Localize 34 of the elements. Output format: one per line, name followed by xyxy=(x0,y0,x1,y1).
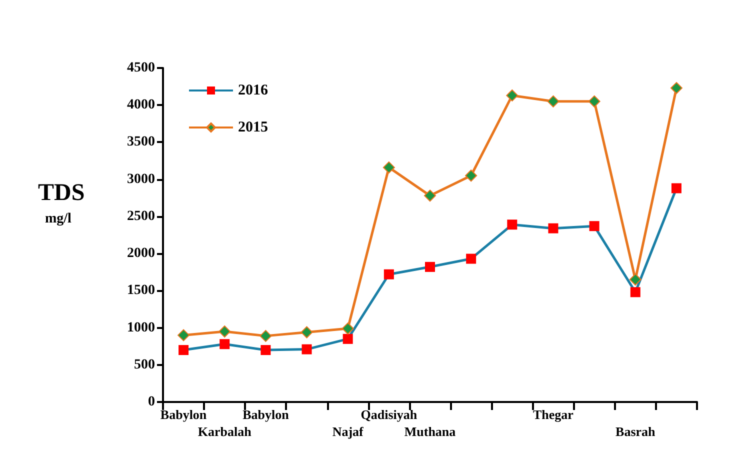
point xyxy=(465,170,478,182)
y-tick-label: 1500 xyxy=(127,283,155,298)
y-tick-label: 0 xyxy=(148,394,155,410)
y-axis-title: TDS mg/l xyxy=(38,180,85,226)
point xyxy=(424,190,436,202)
y-tick-label: 4500 xyxy=(127,60,155,76)
point xyxy=(629,274,642,286)
y-tick-label: 3500 xyxy=(127,134,155,150)
y-tick-label: 1000 xyxy=(127,320,155,336)
x-tick-label: Babylon xyxy=(160,407,208,422)
legend-label: 2016 xyxy=(238,82,268,98)
x-tick-label: Qadisiyah xyxy=(360,407,418,422)
point xyxy=(260,330,272,342)
point xyxy=(547,95,560,108)
x-tick-label: Babylon xyxy=(242,407,290,422)
point xyxy=(670,82,682,94)
y-tick-label: 500 xyxy=(134,357,155,372)
x-tick-label: Muthana xyxy=(404,424,456,439)
legend-label: 2015 xyxy=(238,120,268,136)
point xyxy=(342,322,354,335)
point xyxy=(382,161,395,174)
x-tick-label: Najaf xyxy=(332,424,364,439)
point xyxy=(588,95,600,108)
y-tick-label: 4000 xyxy=(127,98,155,113)
x-tick-label: Karbalah xyxy=(198,424,252,439)
y-tick-label: 3000 xyxy=(127,172,155,187)
point xyxy=(300,326,313,338)
y-tick-label: 2500 xyxy=(127,208,155,224)
x-tick-label: Basrah xyxy=(616,424,656,439)
y-tick-label: 2000 xyxy=(127,246,155,262)
point xyxy=(506,89,518,102)
x-tick-label: Thegar xyxy=(533,407,574,422)
point xyxy=(178,329,190,342)
point xyxy=(218,325,231,338)
